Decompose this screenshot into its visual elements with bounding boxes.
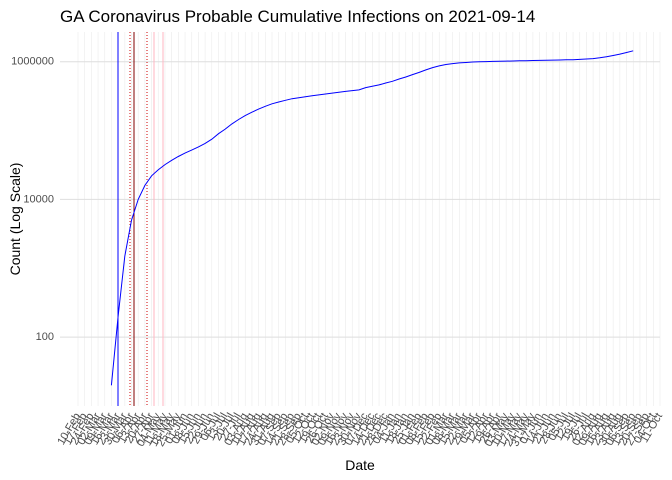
event-lines [117,32,164,406]
data-line [110,50,634,386]
y-tick-label: 10000 [23,193,54,205]
chart-title: GA Coronavirus Probable Cumulative Infec… [60,7,535,26]
y-axis-title: Count (Log Scale) [7,163,23,276]
y-tick-label: 1000000 [11,56,54,68]
y-tick-label: 100 [36,331,54,343]
grid [60,32,661,406]
x-axis-title: Date [345,457,375,473]
